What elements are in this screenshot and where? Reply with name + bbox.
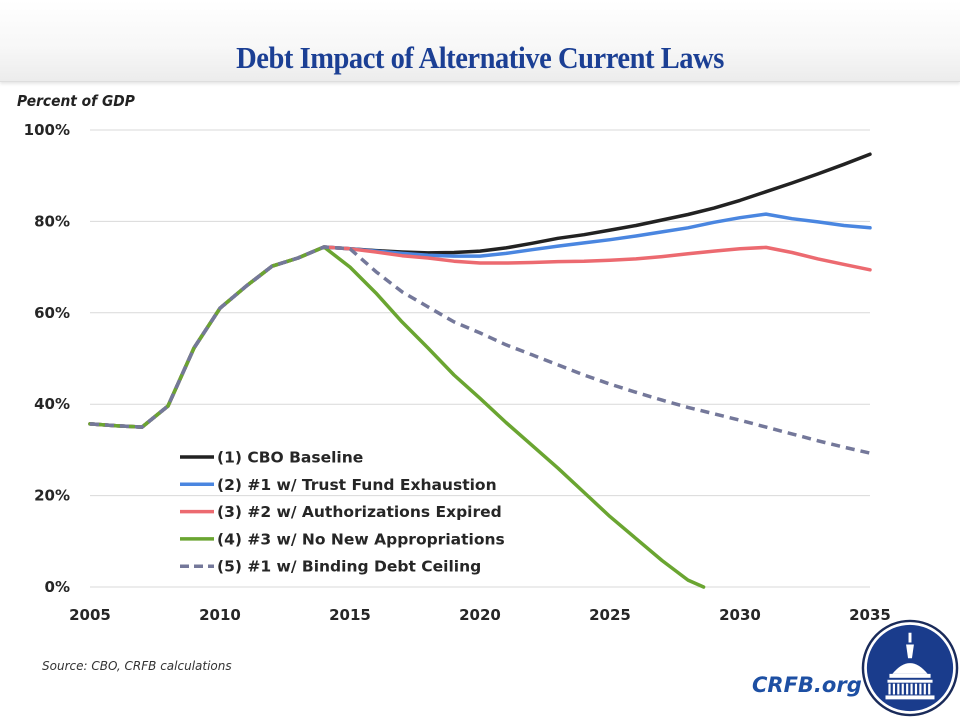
- legend-label: (1) CBO Baseline: [217, 449, 363, 467]
- y-tick-label: 20%: [34, 487, 70, 505]
- line-binding-debt-ceiling: [89, 245, 871, 455]
- logo-column: [901, 683, 904, 695]
- x-tick-label: 2015: [329, 606, 371, 624]
- y-tick-label: 40%: [34, 395, 70, 413]
- legend-label: (4) #3 w/ No New Appropriations: [217, 530, 505, 548]
- line-no-new-appropriations: [88, 245, 706, 589]
- logo-column: [906, 683, 909, 695]
- logo-column: [923, 683, 926, 695]
- x-axis-ticks: 2005 2010 2015 2020 2025 2030 2035: [69, 606, 891, 624]
- y-tick-label: 80%: [34, 212, 70, 230]
- logo-column: [897, 683, 900, 695]
- legend-label: (5) #1 w/ Binding Debt Ceiling: [217, 558, 481, 576]
- legend-label: (3) #2 w/ Authorizations Expired: [217, 503, 502, 521]
- source-note: Source: CBO, CRFB calculations: [42, 659, 232, 673]
- x-tick-label: 2010: [199, 606, 241, 624]
- x-tick-label: 2020: [459, 606, 501, 624]
- legend-item-cbo-baseline: (1) CBO Baseline: [180, 449, 363, 467]
- logo-column: [910, 683, 913, 695]
- y-tick-label: 0%: [45, 578, 70, 596]
- line-cbo-baseline: [88, 152, 872, 429]
- legend-label: (2) #1 w/ Trust Fund Exhaustion: [217, 476, 497, 494]
- logo-column: [928, 683, 931, 695]
- y-tick-label: 60%: [34, 304, 70, 322]
- logo-column: [892, 683, 896, 695]
- line-trust-fund-exhaustion: [88, 212, 872, 429]
- legend: (1) CBO Baseline (2) #1 w/ Trust Fund Exh…: [180, 449, 505, 576]
- capitol-dome-seal-icon: [861, 619, 959, 717]
- page-title: Debt Impact of Alternative Current Laws: [236, 40, 724, 75]
- x-tick-label: 2035: [849, 606, 891, 624]
- y-tick-label: 100%: [24, 121, 70, 139]
- legend-item-no-appropriations: (4) #3 w/ No New Appropriations: [180, 530, 505, 548]
- y-axis-label: Percent of GDP: [17, 92, 135, 110]
- x-tick-label: 2025: [589, 606, 631, 624]
- series-lines: [88, 152, 872, 589]
- logo-column: [919, 683, 922, 695]
- logo-column: [914, 683, 918, 695]
- legend-item-debt-ceiling: (5) #1 w/ Binding Debt Ceiling: [180, 558, 481, 576]
- x-tick-label: 2005: [69, 606, 111, 624]
- y-axis-ticks: 0% 20% 40% 60% 80% 100%: [24, 121, 70, 596]
- site-link[interactable]: CRFB.org: [752, 673, 862, 697]
- legend-item-trust-fund: (2) #1 w/ Trust Fund Exhaustion: [180, 476, 497, 494]
- logo-column: [888, 683, 891, 695]
- title-bar: [0, 0, 960, 82]
- gridlines: [90, 129, 870, 588]
- legend-item-authorizations: (3) #2 w/ Authorizations Expired: [180, 503, 502, 521]
- x-tick-label: 2030: [719, 606, 761, 624]
